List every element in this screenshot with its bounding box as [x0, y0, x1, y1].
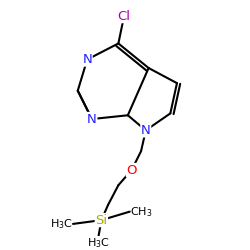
Text: O: O: [126, 164, 137, 176]
Text: $\mathregular{H_3C}$: $\mathregular{H_3C}$: [50, 217, 73, 231]
Text: $\mathregular{CH_3}$: $\mathregular{CH_3}$: [130, 205, 152, 218]
Text: Si: Si: [95, 214, 108, 227]
Text: N: N: [87, 112, 97, 126]
Text: N: N: [141, 124, 151, 137]
Text: $\mathregular{H_3C}$: $\mathregular{H_3C}$: [87, 236, 110, 250]
Text: N: N: [82, 53, 92, 66]
Text: Cl: Cl: [118, 10, 130, 22]
